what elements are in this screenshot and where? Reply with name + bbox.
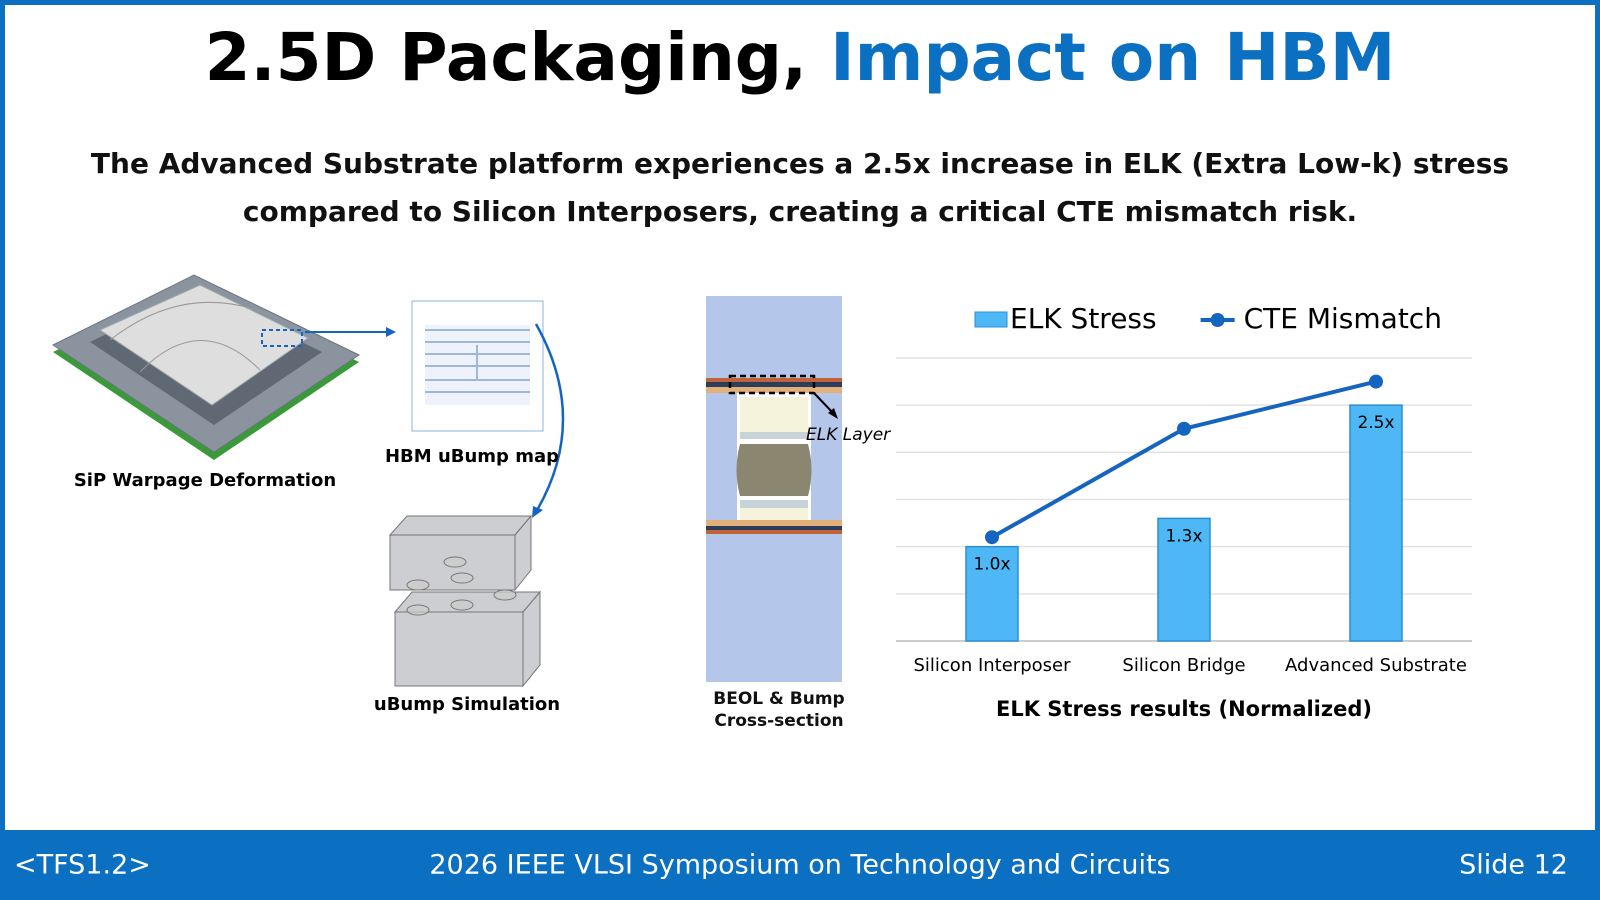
footer-left: <TFS1.2> <box>14 850 151 881</box>
x-axis-label: ELK Stress results (Normalized) <box>996 697 1372 721</box>
cross-section-image <box>706 296 842 682</box>
x-tick-label: Silicon Bridge <box>1122 655 1245 676</box>
line-marker <box>985 530 999 545</box>
footer-center: 2026 IEEE VLSI Symposium on Technology a… <box>429 850 1170 881</box>
figure-label: SiP Warpage Deformation <box>74 470 336 491</box>
ubump-sim-image <box>388 514 542 688</box>
bar <box>1349 404 1403 642</box>
figure-label: HBM uBump map <box>385 446 559 467</box>
figure-label: ELK Layer <box>806 425 891 445</box>
legend-swatch <box>1210 313 1225 327</box>
ubump-map-image <box>411 300 565 518</box>
figure-label: BEOL & Bump Cross-section <box>713 689 845 731</box>
chart: Silicon Interposer Silicon Bridge Advanced… <box>896 302 1472 721</box>
value-label: 2.5x <box>1357 413 1394 433</box>
footer-bar <box>0 830 1600 900</box>
figure-label: uBump Simulation <box>374 694 560 715</box>
value-label: 1.3x <box>1165 526 1202 546</box>
x-tick-label: Advanced Substrate <box>1285 655 1467 676</box>
legend-label: CTE Mismatch <box>1244 302 1442 335</box>
line-marker <box>1369 374 1383 389</box>
title-part: 2.5D Packaging, <box>205 19 808 96</box>
legend-label: ELK Stress <box>1010 302 1157 335</box>
value-label: 1.0x <box>973 555 1010 575</box>
title-part: Impact on HBM <box>830 19 1395 96</box>
bar <box>1157 517 1211 642</box>
warpage-image <box>52 274 396 460</box>
footer-right: Slide 12 <box>1459 850 1568 881</box>
bar <box>965 545 1019 642</box>
slide-title: 2.5D Packaging, Impact on HBM <box>205 19 1396 96</box>
subtitle: The Advanced Substrate platform experien… <box>90 147 1510 228</box>
legend-swatch <box>974 311 1008 328</box>
x-tick-label: Silicon Interposer <box>913 655 1071 676</box>
line-marker <box>1177 421 1191 436</box>
